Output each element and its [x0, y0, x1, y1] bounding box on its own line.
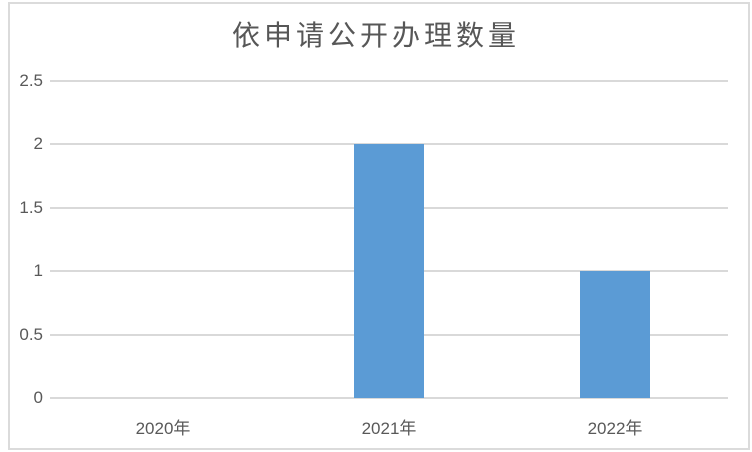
chart-title: 依申请公开办理数量 — [231, 19, 520, 52]
y-tick-label: 1.5 — [19, 197, 43, 217]
y-tick-label: 0.5 — [19, 324, 43, 344]
y-tick-label: 1 — [33, 261, 43, 281]
y-tick-label: 2.5 — [19, 71, 43, 90]
bar-2021年 — [354, 144, 424, 398]
bar-2022年 — [580, 271, 650, 398]
x-tick-label: 2021年 — [361, 419, 417, 438]
y-tick-label: 0 — [33, 388, 43, 407]
y-tick-label: 2 — [33, 134, 43, 154]
x-tick-label: 2020年 — [135, 419, 191, 438]
x-axis-line — [50, 397, 728, 399]
x-tick-label: 2022年 — [587, 419, 643, 438]
gridline — [50, 80, 728, 82]
